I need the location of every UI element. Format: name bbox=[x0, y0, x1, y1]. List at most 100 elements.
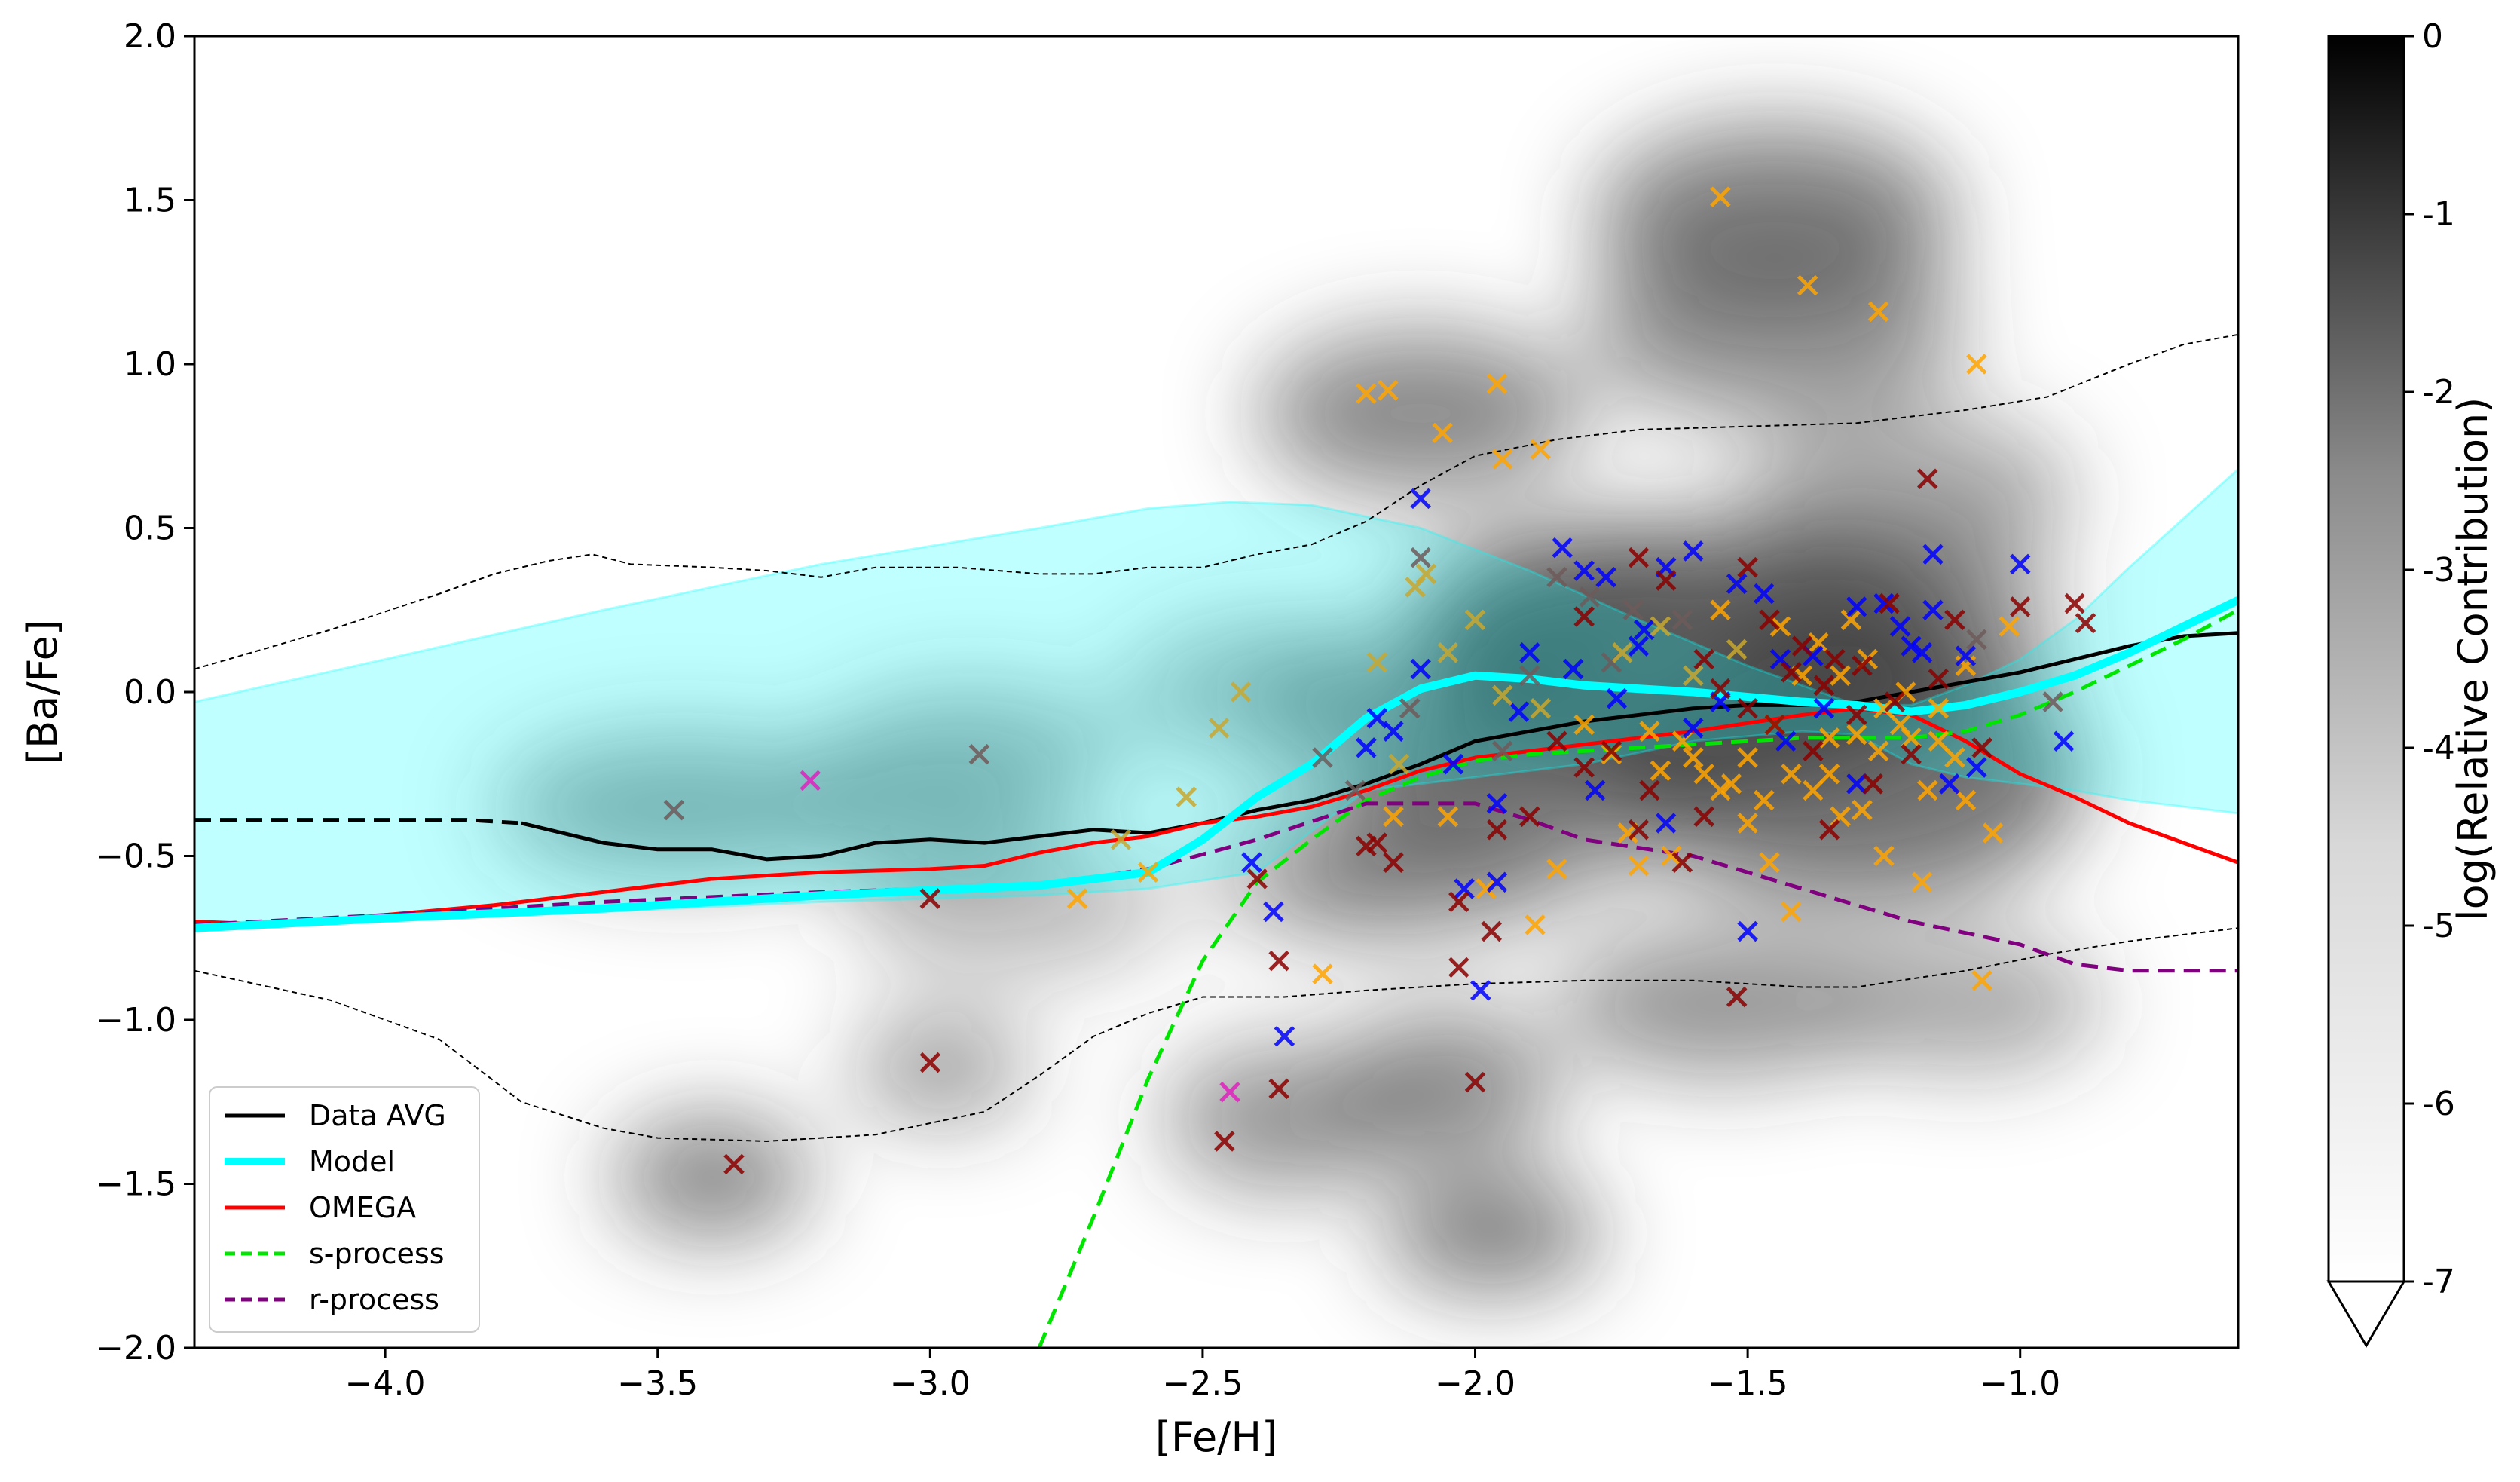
data-point-olive bbox=[1530, 697, 1552, 719]
data-point-blue bbox=[1938, 773, 1960, 795]
colorbar-tick-label: -1 bbox=[2422, 195, 2455, 234]
data-point-orange bbox=[1999, 616, 2020, 637]
colorbar-tick-label: 0 bbox=[2422, 17, 2443, 56]
x-tick-label: −2.0 bbox=[1435, 1364, 1515, 1403]
data-point-blue bbox=[1263, 901, 1284, 923]
data-point-orange bbox=[1573, 714, 1595, 736]
data-point-orange bbox=[1683, 747, 1704, 768]
data-point-grayish bbox=[1579, 586, 1601, 608]
density-blob bbox=[1382, 1177, 1601, 1289]
data-point-grayish bbox=[1491, 740, 1513, 762]
data-point-olive bbox=[1110, 828, 1132, 850]
data-point-grayish bbox=[1622, 599, 1644, 621]
data-point-blue bbox=[1683, 540, 1704, 562]
data-point-orange bbox=[1873, 697, 1895, 719]
data-point-orange bbox=[1737, 813, 1758, 834]
colorbar-label: log(Relative Contribution) bbox=[2449, 397, 2497, 921]
data-point-olive bbox=[1491, 684, 1513, 706]
data-point-olive bbox=[1208, 718, 1230, 739]
data-point-blue bbox=[1901, 635, 1922, 657]
y-tick-label: −0.5 bbox=[96, 837, 176, 876]
data-point-orange bbox=[1966, 354, 1987, 375]
data-point-darkred bbox=[1383, 852, 1404, 873]
data-point-olive bbox=[1437, 642, 1459, 663]
data-point-orange bbox=[1808, 632, 1829, 654]
data-point-orange bbox=[1137, 862, 1159, 883]
data-point-blue bbox=[1922, 544, 1944, 565]
data-point-darkred bbox=[1781, 662, 1802, 683]
data-point-blue bbox=[1552, 537, 1573, 559]
data-point-darkred bbox=[1928, 668, 1950, 690]
x-tick-label: −3.0 bbox=[890, 1364, 971, 1403]
colorbar-tick-label: -5 bbox=[2422, 907, 2455, 945]
data-point-orange bbox=[1846, 724, 1867, 746]
data-point-darkred bbox=[919, 888, 941, 909]
colorbar-tick-label: -3 bbox=[2422, 551, 2455, 589]
data-point-orange bbox=[1432, 422, 1453, 444]
data-point-blue bbox=[1846, 773, 1867, 795]
data-point-blue bbox=[1873, 592, 1895, 614]
x-axis-label: [Fe/H] bbox=[1155, 1413, 1277, 1461]
data-point-olive bbox=[1230, 681, 1252, 703]
data-point-olive bbox=[1366, 652, 1388, 673]
x-tick-label: −4.0 bbox=[345, 1364, 426, 1403]
colorbar-tick-label: -6 bbox=[2422, 1085, 2455, 1123]
data-point-darkred bbox=[1824, 648, 1846, 670]
data-point-orange bbox=[1650, 760, 1671, 782]
data-point-blue bbox=[1383, 721, 1404, 742]
y-tick-label: 1.5 bbox=[124, 182, 176, 220]
data-point-darkred bbox=[1813, 675, 1835, 697]
series-line-model bbox=[194, 596, 2238, 932]
density-blob bbox=[1557, 931, 1884, 1076]
data-point-blue bbox=[1469, 980, 1491, 1001]
data-point-blue bbox=[2009, 553, 2031, 575]
data-point-blue bbox=[1454, 878, 1475, 899]
data-point-grayish bbox=[1519, 665, 1540, 687]
data-point-darkred bbox=[1726, 986, 1748, 1008]
x-tick-label: −1.5 bbox=[1708, 1364, 1788, 1403]
data-point-darkred bbox=[1737, 697, 1758, 719]
data-point-orange bbox=[1491, 449, 1513, 470]
data-point-darkred bbox=[2064, 592, 2085, 614]
data-point-orange bbox=[1710, 779, 1731, 801]
data-point-darkred bbox=[1464, 1071, 1486, 1093]
legend-box bbox=[209, 1086, 480, 1333]
data-point-orange bbox=[1737, 747, 1758, 768]
data-point-blue bbox=[1508, 701, 1530, 722]
data-point-blue bbox=[2053, 730, 2075, 752]
data-point-darkred bbox=[2075, 612, 2096, 634]
data-point-darkred bbox=[1901, 743, 1922, 765]
data-point-olive bbox=[1683, 665, 1704, 687]
data-point-darkred bbox=[1879, 592, 1900, 614]
data-point-blue bbox=[1573, 560, 1595, 581]
density-blob bbox=[613, 1118, 811, 1237]
data-point-darkred bbox=[1268, 1078, 1289, 1100]
data-point-blue bbox=[1726, 573, 1748, 595]
data-point-darkred bbox=[1764, 714, 1786, 736]
data-point-darkred bbox=[1366, 832, 1388, 853]
data-point-orange bbox=[1710, 186, 1731, 207]
series-line-data-avg-extrapolated- bbox=[194, 818, 522, 825]
model-band bbox=[194, 467, 2238, 929]
density-blob bbox=[1829, 938, 2103, 1070]
data-point-darkred bbox=[1448, 957, 1469, 978]
data-point-orange bbox=[1911, 871, 1933, 893]
data-point-grayish bbox=[1344, 779, 1366, 801]
data-point-blue bbox=[1486, 871, 1508, 893]
y-tick-label: 2.0 bbox=[124, 17, 176, 56]
legend: Data AVG Model OMEGA s-process r-process bbox=[209, 1086, 480, 1333]
data-point-orange bbox=[1818, 727, 1840, 749]
data-point-olive bbox=[1176, 786, 1197, 807]
data-point-darkred bbox=[2009, 596, 2031, 617]
data-point-darkred bbox=[1710, 678, 1731, 700]
data-point-darkred bbox=[1693, 806, 1715, 828]
data-point-darkred bbox=[1862, 773, 1884, 795]
data-point-blue bbox=[1628, 635, 1650, 657]
data-point-orange bbox=[1867, 301, 1889, 323]
data-point-blue bbox=[1442, 753, 1464, 775]
density-blob bbox=[1584, 239, 1966, 424]
data-point-orange bbox=[1486, 373, 1508, 394]
data-point-grayish bbox=[1546, 566, 1567, 588]
series-line-data-avg bbox=[521, 631, 2238, 862]
data-point-blue bbox=[1911, 642, 1933, 663]
